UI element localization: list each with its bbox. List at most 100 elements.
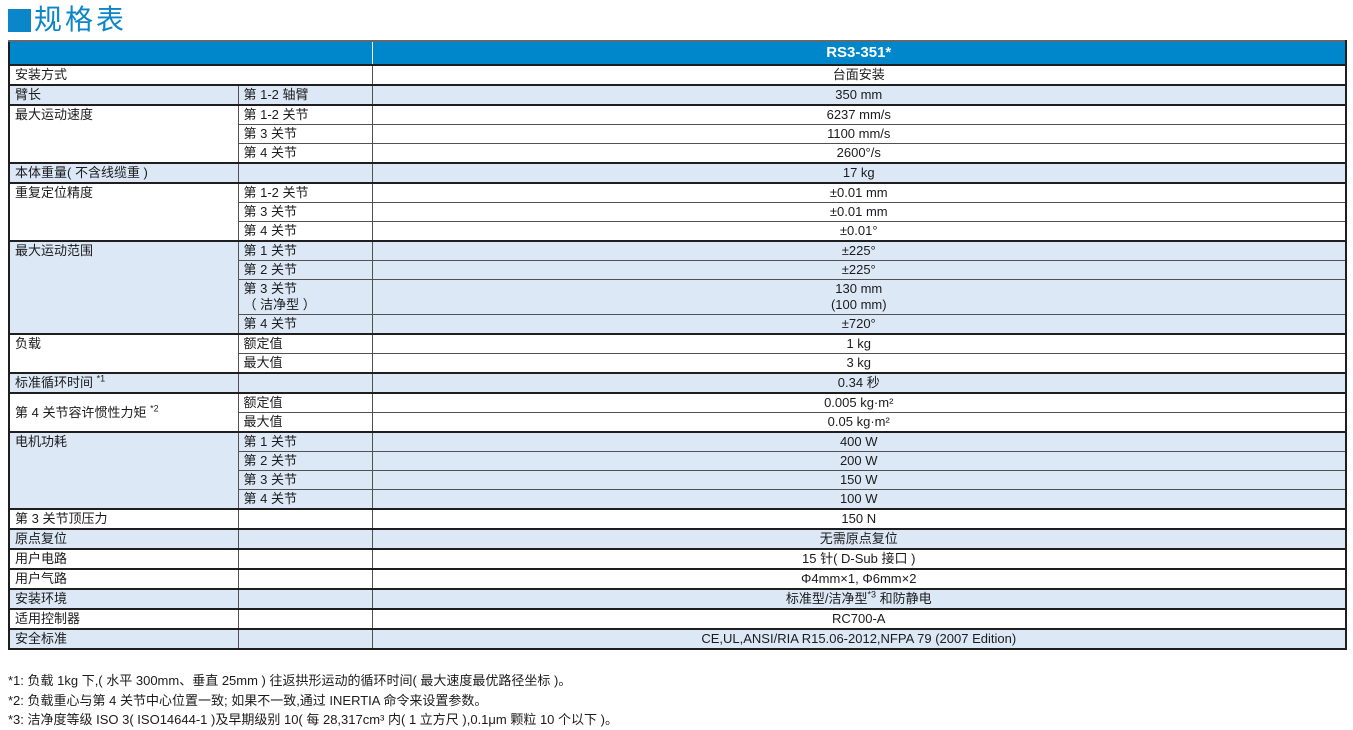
spec-label: 本体重量( 不含线缆重 ) (9, 162, 238, 183)
spec-label: 安装环境 (9, 588, 238, 609)
spec-sublabel (237, 372, 372, 393)
spec-value: Φ4mm×1, Φ6mm×2 (371, 568, 1346, 589)
spec-sublabel: 最大值 (237, 353, 372, 373)
spec-label: 原点复位 (9, 528, 238, 549)
spec-sublabel: 第 2 关节 (237, 260, 372, 280)
spec-value: 1 kg (371, 333, 1346, 354)
spec-sublabel: 第 3 关节 (237, 124, 372, 144)
table-row: 本体重量( 不含线缆重 ) 17 kg (9, 162, 1346, 183)
spec-value: ±0.01° (371, 221, 1346, 241)
spec-sublabel (237, 608, 372, 629)
spec-value: ±225° (371, 260, 1346, 280)
spec-value: 0.005 kg·m² (371, 392, 1346, 413)
spec-sublabel: 额定值 (237, 333, 372, 354)
table-row: 第 4 关节 2600°/s (9, 143, 1346, 163)
table-row: 第 2 关节 200 W (9, 451, 1346, 471)
spec-value: 台面安装 (371, 64, 1346, 85)
product-model-header: RS3-351* (371, 41, 1346, 65)
spec-value: 3 kg (371, 353, 1346, 373)
spec-value: 1100 mm/s (371, 124, 1346, 144)
table-row: 最大值 0.05 kg·m² (9, 412, 1346, 432)
spec-table-header-left (9, 41, 372, 65)
footnote-2: *2: 负载重心与第 4 关节中心位置一致; 如果不一致,通过 INERTIA … (8, 692, 488, 708)
table-row: 第 3 关节 （ 洁净型 ） 130 mm (100 mm) (9, 279, 1346, 315)
spec-label: 标准循环时间 *1 (9, 372, 238, 393)
spec-value: 2600°/s (371, 143, 1346, 163)
spec-label: 安全标准 (9, 628, 238, 649)
spec-sublabel: 第 1-2 轴臂 (237, 84, 372, 105)
spec-sublabel: 额定值 (237, 392, 372, 413)
spec-label: 电机功耗 (9, 431, 238, 509)
spec-sublabel: 第 4 关节 (237, 314, 372, 334)
table-row: 用户电路 15 针( D-Sub 接口 ) (9, 548, 1346, 569)
table-row: 适用控制器 RC700-A (9, 608, 1346, 629)
spec-sublabel (237, 588, 372, 609)
spec-sublabel: 第 3 关节 （ 洁净型 ） (237, 279, 372, 315)
spec-label: 安装方式 (9, 64, 372, 85)
spec-sublabel: 第 4 关节 (237, 143, 372, 163)
spec-sublabel: 第 4 关节 (237, 489, 372, 509)
spec-label: 重复定位精度 (9, 182, 238, 241)
table-row: 原点复位 无需原点复位 (9, 528, 1346, 549)
table-row: 最大运动速度第 1-2 关节 6237 mm/s (9, 104, 1346, 163)
spec-sublabel (237, 162, 372, 183)
table-row: 第 2 关节 ±225° (9, 260, 1346, 280)
spec-sublabel: 最大值 (237, 412, 372, 432)
table-row: 第 4 关节 ±0.01° (9, 221, 1346, 241)
table-row: 安装方式 台面安装 (9, 64, 1346, 85)
table-row: 负载 额定值 1 kg (9, 333, 1346, 373)
table-row: 安全标准 CE,UL,ANSI/RIA R15.06-2012,NFPA 79 (… (9, 628, 1346, 649)
spec-sublabel (237, 568, 372, 589)
spec-sheet-page: 规格表 RS3-351* 安装方式 台面安装 臂长第 1-2 轴臂 350 mm 最大运… (0, 4, 1353, 727)
spec-sublabel (237, 508, 372, 529)
spec-label: 第 4 关节容许惯性力矩 *2 (9, 392, 238, 432)
spec-value: RC700-A (371, 608, 1346, 629)
spec-sublabel (237, 528, 372, 549)
spec-value: ±0.01 mm (371, 202, 1346, 222)
spec-value: 6237 mm/s (371, 104, 1346, 125)
spec-value: 100 W (371, 489, 1346, 509)
spec-value: 0.05 kg·m² (371, 412, 1346, 432)
table-row: 标准循环时间 *1 0.34 秒 (9, 372, 1346, 393)
page-title-text: 规格表 (34, 4, 128, 35)
spec-value: CE,UL,ANSI/RIA R15.06-2012,NFPA 79 (2007… (371, 628, 1346, 649)
spec-value: 200 W (371, 451, 1346, 471)
footnotes: *1: 负载 1kg 下,( 水平 300mm、垂直 25mm ) 往返拱形运动… (8, 671, 1353, 730)
table-row: 第 4 关节容许惯性力矩 *2 额定值 0.005 kg·m² (9, 392, 1346, 432)
spec-sublabel: 第 2 关节 (237, 451, 372, 471)
table-row: 臂长第 1-2 轴臂 350 mm (9, 84, 1346, 105)
table-row: 安装环境 标准型/洁净型*3 和防静电 (9, 588, 1346, 609)
footnote-3: *3: 洁净度等级 ISO 3( ISO14644-1 )及早期级别 10( 每… (8, 712, 618, 727)
spec-value: 130 mm (100 mm) (371, 279, 1346, 315)
spec-label: 用户电路 (9, 548, 238, 569)
spec-sublabel: 第 1 关节 (237, 240, 372, 261)
footnote-1: *1: 负载 1kg 下,( 水平 300mm、垂直 25mm ) 往返拱形运动… (8, 673, 572, 688)
table-row: 电机功耗第 1 关节 400 W (9, 431, 1346, 509)
spec-value: 17 kg (371, 162, 1346, 183)
table-row: 用户气路 Φ4mm×1, Φ6mm×2 (9, 568, 1346, 589)
spec-label: 第 3 关节顶压力 (9, 508, 238, 529)
spec-value: 400 W (371, 431, 1346, 452)
table-row: 重复定位精度第 1-2 关节 ±0.01 mm (9, 182, 1346, 241)
table-header-row: RS3-351* (9, 41, 1346, 65)
spec-value: ±0.01 mm (371, 182, 1346, 203)
spec-value: 0.34 秒 (371, 372, 1346, 393)
spec-label: 用户气路 (9, 568, 238, 589)
spec-label: 适用控制器 (9, 608, 238, 629)
table-row: 第 4 关节 100 W (9, 489, 1346, 509)
spec-value: 15 针( D-Sub 接口 ) (371, 548, 1346, 569)
spec-sublabel: 第 4 关节 (237, 221, 372, 241)
table-row: 第 3 关节 1100 mm/s (9, 124, 1346, 144)
spec-value: 150 N (371, 508, 1346, 529)
spec-sublabel: 第 3 关节 (237, 470, 372, 490)
spec-table: RS3-351* 安装方式 台面安装 臂长第 1-2 轴臂 350 mm 最大运动速度第… (8, 40, 1347, 650)
spec-value: 标准型/洁净型*3 和防静电 (371, 588, 1346, 609)
spec-value: 150 W (371, 470, 1346, 490)
spec-value: 350 mm (371, 84, 1346, 105)
blue-square-icon (8, 8, 31, 32)
table-row: 第 3 关节 150 W (9, 470, 1346, 490)
spec-sublabel (237, 548, 372, 569)
spec-sublabel: 第 1-2 关节 (237, 104, 372, 125)
spec-label: 最大运动速度 (9, 104, 238, 163)
spec-value: ±225° (371, 240, 1346, 261)
